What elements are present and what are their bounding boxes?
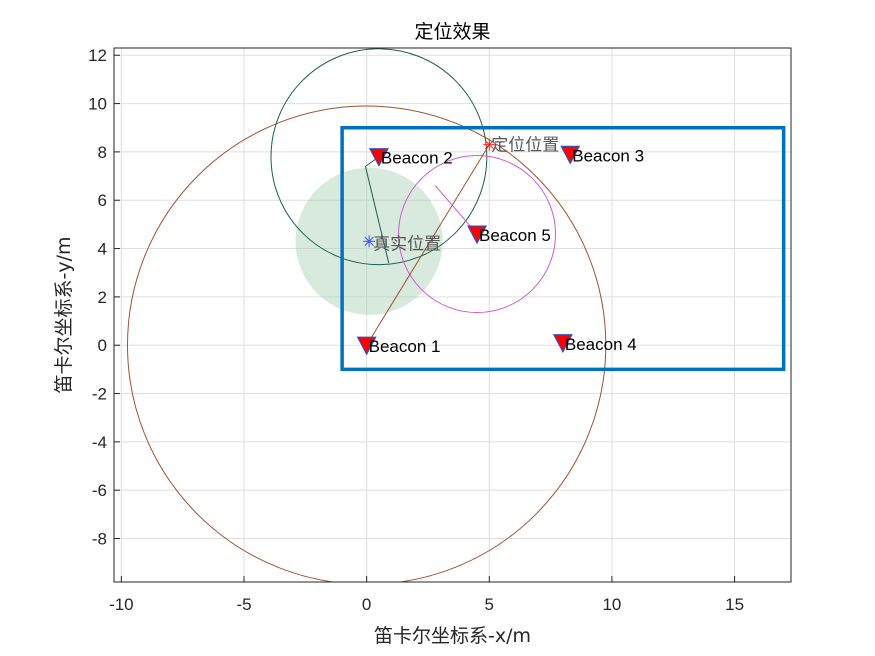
y-tick-label: 2 [98,288,107,307]
plot-content [127,48,786,582]
beacon-label: Beacon 4 [565,335,637,354]
y-tick-label: 4 [98,240,107,259]
x-tick-label: -5 [236,595,251,614]
beacon-label: Beacon 2 [381,149,453,168]
beacon-marker [467,225,488,245]
range-circle [127,105,607,582]
x-axis-title: 笛卡尔坐标系-x/m [374,625,531,647]
range-circle [398,155,557,314]
beacon-label: Beacon 1 [369,337,441,356]
x-tick-label: 5 [485,595,494,614]
true-position-label: 真实位置 [373,234,441,254]
estimated-position-label: 定位位置 [491,136,559,156]
beacon-marker [552,334,573,354]
y-tick-label: 0 [98,336,107,355]
x-tick-label: 10 [602,595,621,614]
y-tick-label: -4 [92,433,107,452]
chart-title: 定位效果 [414,21,490,43]
plot-frame [113,47,792,583]
y-tick-label: 10 [88,95,107,114]
grid-lines [114,48,791,582]
range-line [364,166,390,264]
x-tick-label: 15 [725,595,744,614]
beacon-label: Beacon 5 [479,226,551,245]
boundary-rectangle [340,125,786,372]
true-position-marker [363,235,376,248]
y-tick-label: -2 [92,385,107,404]
y-tick-label: 8 [98,143,107,162]
y-axis-title: 笛卡尔坐标系-y/m [53,236,75,393]
estimated-position-marker [483,138,496,151]
y-tick-label: 12 [88,46,107,65]
range-circle [270,48,488,266]
plot-background [114,48,791,582]
y-tick-label: 6 [98,191,107,210]
axis-ticks: -10 -5 0 5 10 15 -8 -6 -4 -2 0 2 4 6 8 10 12 [88,46,744,614]
data-labels: Beacon 1 Beacon 2 Beacon 3 Beacon 4 Beacon 5… [369,136,644,357]
beacon-marker [368,148,389,168]
x-tick-label: 0 [362,595,371,614]
y-tick-label: -8 [92,530,107,549]
y-tick-label: -6 [92,481,107,500]
range-line [366,144,490,346]
beacon-label: Beacon 3 [572,146,644,165]
beacon-marker [356,336,377,356]
x-tick-label: -10 [109,595,134,614]
beacon-marker [560,145,581,165]
